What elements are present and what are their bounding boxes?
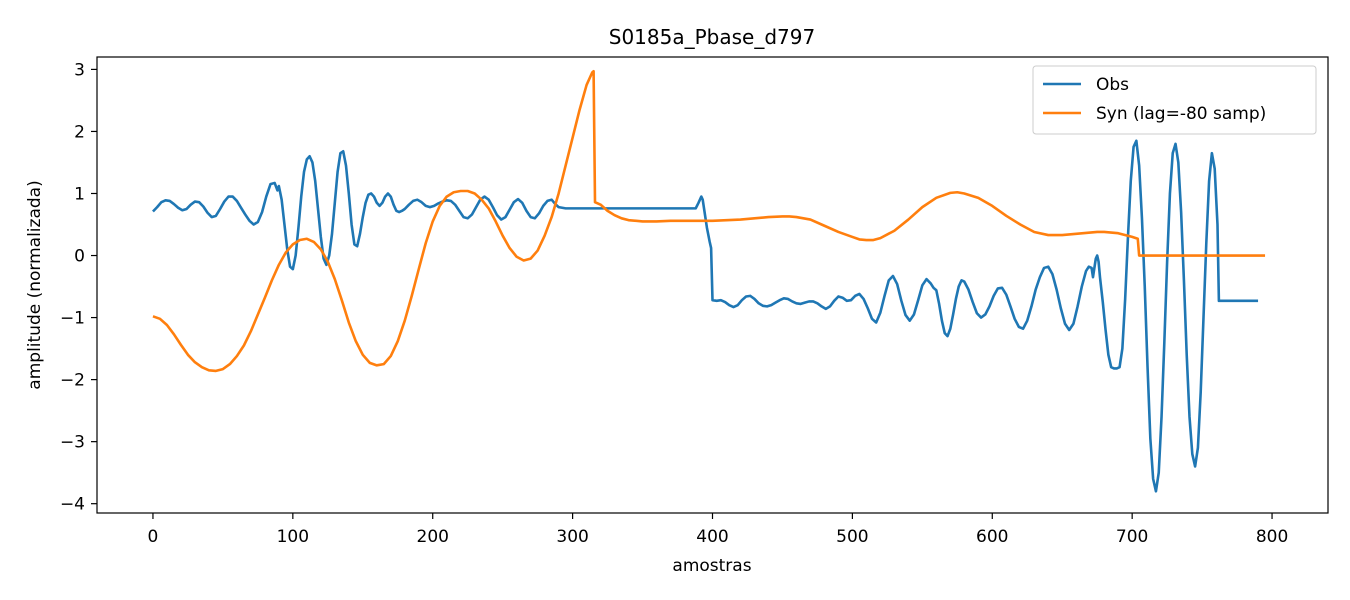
x-axis-label: amostras xyxy=(672,556,751,576)
y-tick-label: 3 xyxy=(74,60,85,80)
x-tick-label: 200 xyxy=(417,527,449,547)
y-tick-label: 2 xyxy=(74,122,85,142)
x-tick-label: 600 xyxy=(976,527,1008,547)
x-tick-label: 400 xyxy=(696,527,728,547)
x-tick-label: 500 xyxy=(836,527,868,547)
legend-box xyxy=(1032,65,1317,135)
series-layer xyxy=(152,69,1266,493)
x-tick-label: 700 xyxy=(1116,527,1148,547)
y-tick-label: 0 xyxy=(74,247,85,267)
chart-title: S0185a_Pbase_d797 xyxy=(609,25,815,49)
y-tick-label: −4 xyxy=(60,495,85,515)
legend-label-obs: Obs xyxy=(1096,75,1129,95)
y-axis: −4 −3 −2 −1 0 1 2 3 xyxy=(60,60,97,515)
x-axis: 0 100 200 300 400 500 600 700 800 xyxy=(148,513,1288,547)
y-tick-label: 1 xyxy=(74,184,85,204)
y-tick-label: −3 xyxy=(60,433,85,453)
x-tick-label: 300 xyxy=(556,527,588,547)
x-tick-label: 800 xyxy=(1256,527,1288,547)
y-tick-label: −1 xyxy=(60,309,85,329)
x-tick-label: 100 xyxy=(277,527,309,547)
x-tick-label: 0 xyxy=(148,527,159,547)
legend: Obs Syn (lag=-80 samp) xyxy=(1032,65,1317,135)
y-tick-label: −2 xyxy=(60,371,85,391)
series-line-syn xyxy=(152,69,1266,373)
series-line-obs xyxy=(152,139,1259,493)
legend-label-syn: Syn (lag=-80 samp) xyxy=(1096,104,1266,124)
y-axis-label: amplitude (normalizada) xyxy=(25,180,45,389)
